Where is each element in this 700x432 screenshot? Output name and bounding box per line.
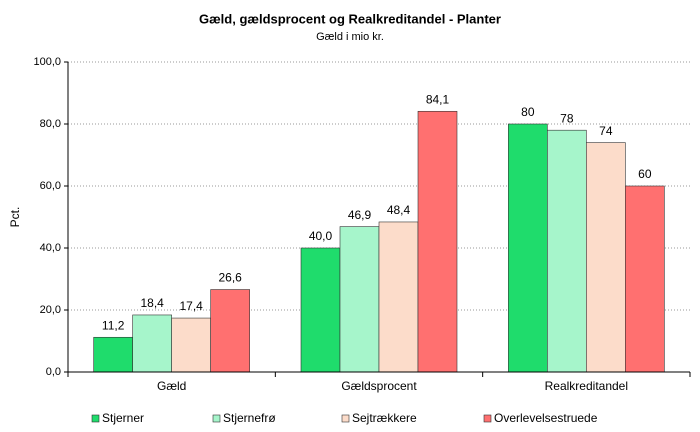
y-tick-label: 0,0 — [46, 366, 61, 378]
data-label: 48,4 — [387, 203, 411, 217]
data-label: 26,6 — [218, 271, 242, 285]
bar — [586, 142, 626, 373]
y-tick-label: 20,0 — [40, 304, 61, 316]
legend-swatch — [212, 414, 221, 423]
data-label: 74 — [599, 124, 613, 138]
legend-label: Sejtrækkere — [352, 411, 417, 425]
bar — [339, 226, 380, 373]
y-tick-label: 80,0 — [40, 118, 61, 130]
bar — [132, 314, 172, 373]
data-label: 17,4 — [179, 299, 203, 313]
x-tick-label: Realkreditandel — [545, 379, 628, 393]
bar — [378, 221, 419, 373]
data-label: 80 — [521, 105, 535, 119]
data-label: 11,2 — [102, 318, 125, 332]
bar — [547, 129, 587, 373]
data-label: 18,4 — [140, 296, 164, 310]
bar — [210, 289, 250, 373]
x-tick-label: Gæld — [157, 379, 186, 393]
data-label: 78 — [560, 111, 574, 125]
data-label: 46,9 — [348, 208, 372, 222]
y-tick-label: 100,0 — [33, 56, 61, 68]
chart-title: Gæld, gældsprocent og Realkreditandel - … — [199, 11, 501, 26]
chart-subtitle: Gæld i mio kr. — [316, 31, 384, 43]
bar — [417, 110, 458, 373]
y-tick-label: 60,0 — [40, 180, 61, 192]
bar — [171, 317, 211, 373]
legend-label: Stjerner — [102, 411, 144, 425]
bar — [625, 185, 665, 373]
bar — [508, 123, 548, 373]
legend-swatch — [91, 414, 100, 423]
data-label: 84,1 — [426, 92, 450, 106]
bar — [93, 336, 133, 373]
x-tick-label: Gældsprocent — [341, 379, 417, 393]
legend-swatch — [483, 414, 492, 423]
legend-label: Overlevelsestruede — [494, 411, 598, 425]
bar — [300, 247, 341, 373]
legend-swatch — [341, 414, 350, 423]
legend-label: Stjernefrø — [223, 411, 276, 425]
y-axis-label: Pct. — [8, 207, 22, 228]
data-label: 60 — [638, 167, 652, 181]
data-label: 40,0 — [309, 229, 333, 243]
y-tick-label: 40,0 — [40, 242, 61, 254]
